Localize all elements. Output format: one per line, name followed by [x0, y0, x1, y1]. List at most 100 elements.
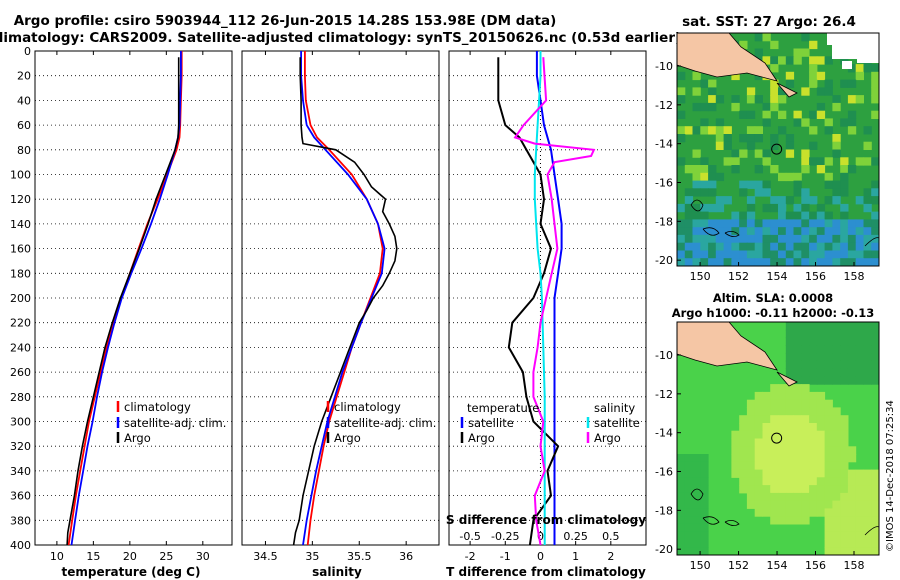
map-cell	[855, 492, 864, 502]
map-cell	[692, 165, 701, 174]
map-cell	[677, 227, 686, 236]
legend-satellite-adj: satellite-adj. clim.	[334, 416, 436, 430]
map-cell	[809, 485, 818, 494]
map-cell	[863, 477, 872, 486]
map-cell	[715, 250, 725, 259]
map-cell	[746, 203, 756, 213]
map-cell	[824, 430, 833, 439]
map-cell	[778, 250, 787, 259]
map-cell	[700, 188, 709, 197]
map-cell	[746, 485, 756, 494]
y-tick-label: 260	[10, 366, 31, 379]
land-island	[776, 371, 798, 387]
map-cell	[809, 508, 818, 517]
map-cell	[715, 118, 725, 127]
y-tick-label: 60	[17, 119, 31, 132]
map-cell	[824, 415, 833, 424]
map-cell	[739, 258, 748, 267]
y-tick-label: 340	[10, 465, 31, 478]
map-cell	[762, 56, 771, 65]
sla-map-title-1: Altim. SLA: 0.0008	[713, 291, 833, 305]
map-cell	[809, 391, 818, 401]
map-cell	[793, 477, 802, 486]
map-cell	[677, 110, 686, 119]
map-cell	[855, 353, 864, 362]
map-cell	[801, 345, 810, 354]
map-cell	[832, 547, 841, 556]
map-cell	[754, 485, 763, 494]
map-cell	[778, 172, 787, 182]
y-tick-label: 20	[17, 70, 31, 83]
map-cell	[754, 180, 763, 189]
map-cell	[778, 110, 787, 119]
map-cell	[754, 234, 763, 244]
map-cell	[778, 95, 787, 104]
map-cell	[684, 485, 694, 494]
map-cell	[793, 399, 802, 408]
map-cell	[809, 64, 818, 73]
map-cell	[754, 33, 763, 42]
map-cell	[692, 242, 701, 251]
map-cell	[847, 500, 857, 509]
map-cell	[871, 71, 880, 81]
map-cell	[816, 485, 826, 494]
map-cell	[684, 258, 694, 267]
map-cell	[816, 56, 826, 65]
map-cell	[824, 477, 833, 486]
map-cell	[801, 48, 810, 57]
map-cell	[840, 172, 849, 182]
map-cell	[762, 415, 771, 424]
salinity-axis-label: salinity	[312, 565, 362, 579]
map-x-tick-label: 158	[843, 270, 864, 283]
map-cell	[832, 234, 841, 244]
map-cell	[840, 250, 849, 259]
map-cell	[700, 485, 709, 494]
map-y-tick-label: -20	[655, 254, 673, 267]
map-cell	[715, 234, 725, 244]
x-tick-label: 20	[123, 550, 137, 563]
map-cell	[824, 547, 833, 556]
map-cell	[778, 126, 787, 135]
map-cell	[770, 64, 779, 73]
map-cell	[840, 322, 849, 331]
map-cell	[739, 227, 748, 236]
map-cell	[708, 203, 717, 213]
map-cell	[785, 149, 795, 158]
map-cell	[816, 492, 826, 502]
map-cell	[723, 219, 732, 228]
map-cell	[840, 242, 849, 251]
map-cell	[739, 211, 748, 220]
map-cell	[684, 211, 694, 220]
no-data-cell	[842, 61, 852, 69]
map-cell	[809, 79, 818, 88]
map-cell	[871, 188, 880, 197]
map-cell	[824, 56, 833, 65]
map-cell	[746, 219, 756, 228]
map-cell	[832, 141, 841, 150]
map-cell	[785, 430, 795, 439]
map-cell	[793, 485, 802, 494]
map-cell	[793, 407, 802, 416]
map-cell	[754, 461, 763, 471]
legend-climatology: climatology	[334, 400, 401, 414]
map-cell	[832, 368, 841, 377]
map-cell	[824, 368, 833, 377]
map-cell	[700, 180, 709, 189]
map-cell	[754, 48, 763, 57]
map-cell	[871, 469, 880, 478]
map-cell	[824, 469, 833, 478]
map-cell	[731, 149, 740, 158]
map-cell	[746, 500, 756, 509]
y-tick-label: 120	[10, 193, 31, 206]
map-cell	[770, 477, 779, 486]
map-cell	[832, 219, 841, 228]
map-cell	[700, 165, 709, 174]
map-cell	[863, 258, 872, 267]
map-cell	[832, 337, 841, 346]
map-cell	[770, 203, 779, 213]
map-cell	[762, 227, 771, 236]
map-cell	[762, 258, 771, 267]
map-cell	[847, 345, 857, 354]
map-cell	[754, 454, 763, 463]
map-cell	[785, 79, 795, 88]
